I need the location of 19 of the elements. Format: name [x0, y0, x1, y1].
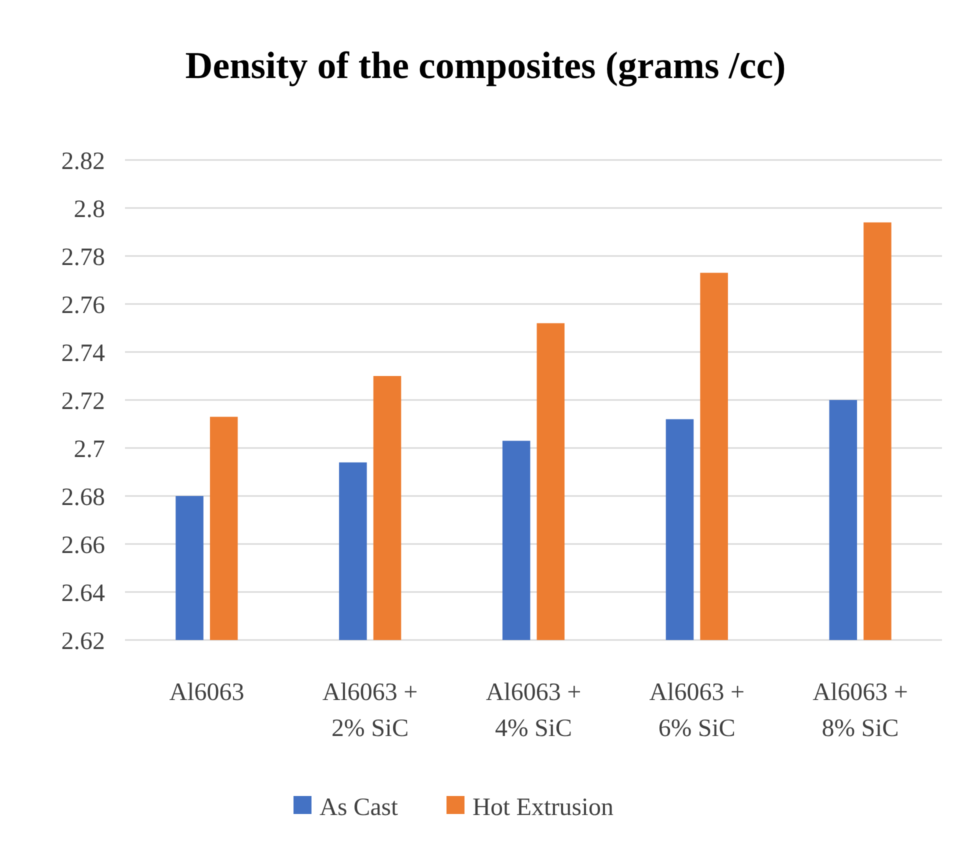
x-tick-label: Al6063 + 2% SiC: [322, 679, 418, 742]
y-tick-label: 2.64: [61, 580, 106, 607]
legend-label: As Cast: [320, 794, 398, 821]
y-tick-label: 2.72: [61, 388, 105, 415]
y-tick-label: 2.74: [61, 340, 106, 367]
x-tick-label: Al6063 + 8% SiC: [812, 679, 908, 742]
y-tick-label: 2.66: [61, 532, 105, 559]
chart-title: Density of the composites (grams /cc): [185, 45, 786, 87]
x-tick-label: Al6063: [169, 679, 244, 706]
y-tick-label: 2.62: [61, 628, 105, 655]
y-tick-label: 2.7: [74, 436, 105, 463]
y-tick-label: 2.8: [74, 196, 105, 223]
y-tick-label: 2.82: [61, 148, 105, 175]
y-tick-label: 2.78: [61, 244, 105, 271]
y-tick-label: 2.68: [61, 484, 105, 511]
y-tick-label: 2.76: [61, 292, 105, 319]
x-tick-label: Al6063 + 4% SiC: [486, 679, 582, 742]
x-tick-label: Al6063 + 6% SiC: [649, 679, 745, 742]
legend-label: Hot Extrusion: [472, 794, 614, 821]
